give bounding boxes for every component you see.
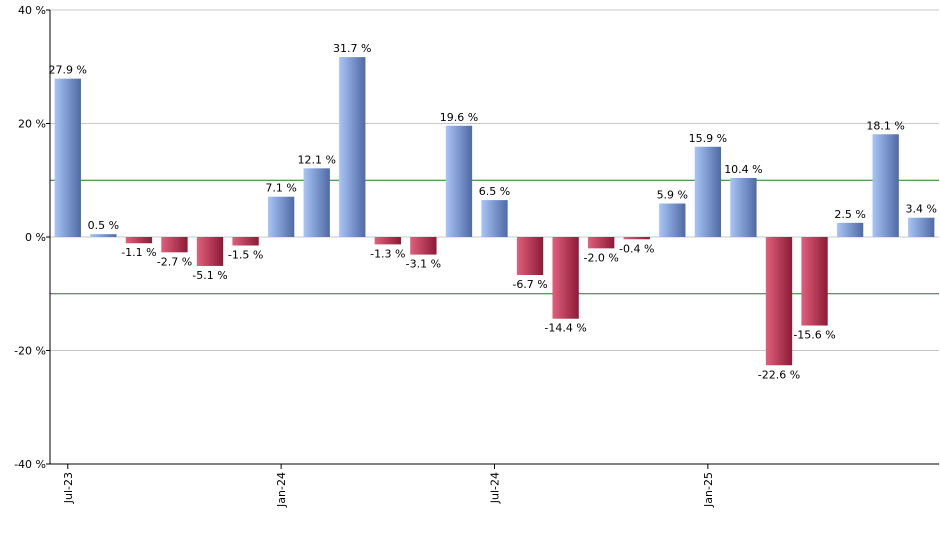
- bar: [908, 217, 935, 237]
- data-label: -6.7 %: [512, 278, 547, 291]
- bar: [623, 237, 650, 240]
- data-label: -14.4 %: [544, 322, 586, 335]
- y-tick-label: 0 %: [25, 231, 46, 244]
- bar: [374, 237, 401, 245]
- data-label: -1.5 %: [228, 249, 263, 262]
- bar: [303, 168, 330, 237]
- data-label: -1.3 %: [370, 247, 405, 260]
- data-label: 3.4 %: [905, 203, 936, 216]
- data-label: 10.4 %: [724, 163, 762, 176]
- bar: [801, 237, 828, 326]
- bar: [694, 146, 722, 237]
- bar: [232, 237, 259, 246]
- axes: 40 % 20 % 0 % -20 % -40 % Jul-23 Jan-24 Jul-24 J…: [14, 4, 939, 508]
- data-label: 2.5 %: [834, 208, 865, 221]
- bar: [588, 237, 615, 249]
- y-tick-label: -20 %: [14, 345, 46, 358]
- bar: [54, 78, 81, 237]
- y-tick-label: 40 %: [18, 4, 46, 17]
- bar: [339, 57, 366, 237]
- data-label: 27.9 %: [49, 64, 87, 77]
- data-label: -2.7 %: [157, 255, 192, 268]
- data-label: 15.9 %: [689, 132, 727, 145]
- bar: [161, 237, 188, 253]
- bar: [765, 237, 793, 366]
- data-label: 7.1 %: [265, 182, 296, 195]
- y-tick-label: -40 %: [14, 458, 46, 471]
- data-label: -15.6 %: [793, 329, 835, 342]
- bars: [54, 57, 935, 366]
- y-tick-label: 20 %: [18, 118, 46, 131]
- bar: [659, 203, 686, 237]
- bar: [872, 134, 899, 237]
- data-label: 5.9 %: [657, 189, 688, 202]
- data-label: 19.6 %: [440, 111, 478, 124]
- data-label: -3.1 %: [406, 258, 441, 271]
- x-tick-label: Jan-24: [275, 472, 288, 508]
- bar: [516, 237, 544, 276]
- data-label: -22.6 %: [758, 368, 800, 381]
- data-label: 6.5 %: [479, 185, 510, 198]
- data-label: -0.4 %: [619, 242, 654, 255]
- data-label: 12.1 %: [297, 153, 335, 166]
- bar: [836, 222, 864, 237]
- bar: [730, 177, 757, 237]
- bar: [125, 237, 153, 244]
- bar: [267, 196, 295, 237]
- bar: [90, 234, 117, 237]
- data-label: 18.1 %: [866, 119, 904, 132]
- data-labels: 27.9 % 0.5 % -1.1 %-2.7 %-5.1 %-1.5 % 7.1 %…: [49, 42, 937, 381]
- data-label: 0.5 %: [88, 219, 119, 232]
- bar: [481, 200, 508, 237]
- data-label: -2.0 %: [583, 251, 618, 264]
- bar: [552, 237, 579, 319]
- bar: [196, 237, 224, 266]
- x-tick-label: Jul-23: [62, 472, 75, 504]
- bar: [445, 125, 473, 237]
- data-label: 31.7 %: [333, 42, 371, 55]
- x-tick-label: Jan-25: [702, 472, 715, 508]
- data-label: -5.1 %: [192, 269, 227, 282]
- bar: [410, 237, 437, 255]
- x-tick-label: Jul-24: [489, 472, 502, 504]
- data-label: -1.1 %: [121, 246, 156, 259]
